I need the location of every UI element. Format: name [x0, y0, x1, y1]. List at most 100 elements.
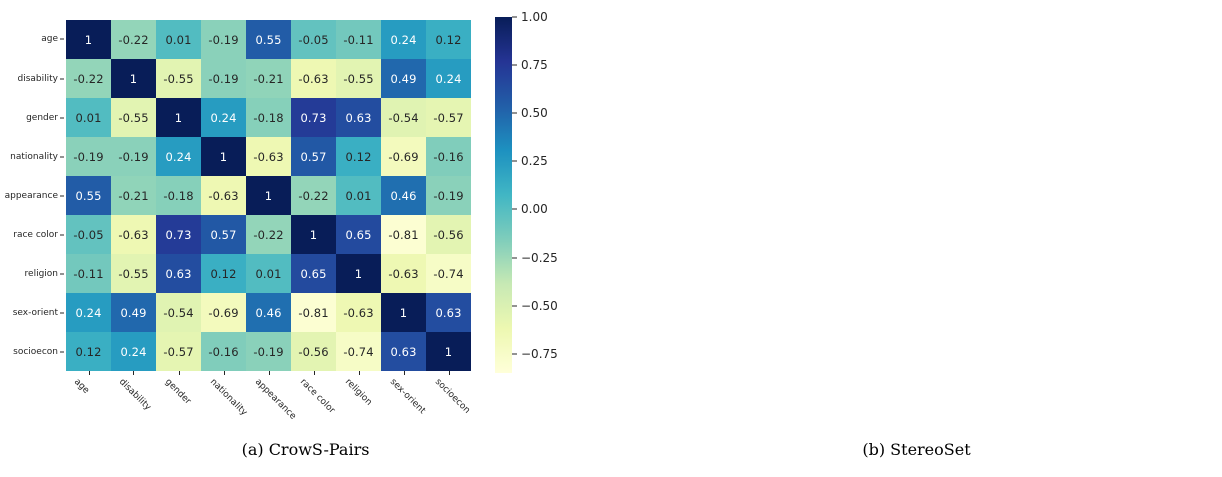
- heatmap-cell: 0.12: [336, 137, 381, 176]
- x-axis-tick: [403, 371, 405, 375]
- x-axis-tick-label: socioecon: [432, 377, 472, 416]
- heatmap-cell: -0.05: [291, 20, 336, 59]
- heatmap-cell: -0.16: [426, 137, 471, 176]
- heatmap-cell: -0.63: [381, 254, 426, 293]
- heatmap-cell: 0.24: [66, 293, 111, 332]
- colorbar-tick-label: −0.50: [521, 298, 558, 313]
- heatmap-cell: 0.49: [381, 59, 426, 98]
- heatmap-cell: 1: [291, 215, 336, 254]
- heatmap-cell: 1: [381, 293, 426, 332]
- y-axis-tick-label: disability: [17, 73, 59, 84]
- x-axis-tick-label: appearance: [252, 377, 298, 422]
- x-axis-tick-label: disability: [117, 377, 154, 413]
- x-axis-tick-label: sex-orient: [387, 377, 427, 417]
- y-axis-tick: [60, 312, 64, 313]
- colorbar-tick-label: −0.75: [521, 346, 558, 361]
- heatmap-cell: 1: [156, 98, 201, 137]
- y-axis-tick: [60, 117, 64, 118]
- colorbar-tick: [512, 305, 517, 307]
- heatmap-cell: -0.55: [111, 98, 156, 137]
- heatmap-cell: -0.63: [111, 215, 156, 254]
- heatmap-cell: -0.81: [291, 293, 336, 332]
- colorbar-tick: [512, 160, 517, 162]
- heatmap-cell: -0.18: [156, 176, 201, 215]
- heatmap-cell: -0.19: [201, 20, 246, 59]
- heatmap-cell: -0.19: [246, 332, 291, 371]
- heatmap-cell: 0.65: [336, 215, 381, 254]
- heatmap-cell: 0.65: [291, 254, 336, 293]
- heatmap-cell: -0.63: [246, 137, 291, 176]
- heatmap-cell: 0.12: [66, 332, 111, 371]
- heatmap-cell: 0.24: [111, 332, 156, 371]
- heatmap-cell: -0.81: [381, 215, 426, 254]
- colorbar-tick-label: 0.50: [521, 106, 548, 121]
- heatmap-cell: 0.57: [201, 215, 246, 254]
- heatmap-cell: 0.24: [381, 20, 426, 59]
- heatmap-cell: -0.56: [291, 332, 336, 371]
- heatmap-cell: 0.73: [291, 98, 336, 137]
- y-axis-tick-label: religion: [24, 268, 58, 279]
- colorbar-tick: [512, 257, 517, 259]
- y-axis-tick-label: gender: [26, 112, 58, 123]
- heatmap-cell: -0.21: [246, 59, 291, 98]
- x-axis-tick-label: nationality: [207, 377, 249, 418]
- heatmap-cell: 0.49: [111, 293, 156, 332]
- heatmap-cell: -0.11: [66, 254, 111, 293]
- colorbar-gradient: [495, 17, 512, 373]
- heatmap-cell: 0.01: [246, 254, 291, 293]
- heatmap-cell: 0.01: [66, 98, 111, 137]
- colorbar-tick: [512, 208, 517, 210]
- y-axis-labels-crows-pairs: age disability gender nationality appearance…: [0, 20, 64, 371]
- heatmap-cell: 0.57: [291, 137, 336, 176]
- heatmap-cell: 0.55: [246, 20, 291, 59]
- heatmap-cell: -0.21: [111, 176, 156, 215]
- heatmap-cell: -0.19: [426, 176, 471, 215]
- heatmap-cell: -0.18: [246, 98, 291, 137]
- x-axis-tick: [358, 371, 360, 375]
- heatmap-cell: 1: [201, 137, 246, 176]
- caption-stereoset: (b) StereoSet: [862, 440, 971, 459]
- caption-crows-pairs: (a) CrowS-Pairs: [241, 440, 370, 459]
- heatmap-cell: 0.12: [201, 254, 246, 293]
- heatmap-cell: -0.56: [426, 215, 471, 254]
- x-axis-tick-label: gender: [162, 377, 193, 407]
- x-axis-tick: [88, 371, 90, 375]
- y-axis-tick-label: nationality: [10, 151, 58, 162]
- heatmap-cell: -0.55: [156, 59, 201, 98]
- heatmap-cell: 0.24: [426, 59, 471, 98]
- x-axis-labels-crows-pairs: age disability gender nationality appearance…: [66, 371, 471, 431]
- heatmap-cell: 0.46: [246, 293, 291, 332]
- y-axis-tick-label: race color: [13, 229, 58, 240]
- heatmap-cell: -0.63: [291, 59, 336, 98]
- heatmap-cell: -0.63: [336, 293, 381, 332]
- heatmap-cell: -0.22: [246, 215, 291, 254]
- colorbar-tick-label: −0.25: [521, 250, 558, 265]
- heatmap-cell: -0.16: [201, 332, 246, 371]
- x-axis-tick-label: age: [72, 377, 92, 396]
- x-axis-tick: [178, 371, 180, 375]
- heatmap-cell: 0.73: [156, 215, 201, 254]
- panel-stereoset: 10.71-0.60.880.711-0.390.87-0.6-0.391-0.…: [611, 0, 1222, 477]
- colorbar-tick-label: 0.75: [521, 58, 548, 73]
- panel-crows-pairs: 1 -0.22 0.01 -0.19 0.55 -0.05 -0.11 0.24 0.12 -0.…: [0, 10, 558, 459]
- heatmap-cell: 1: [246, 176, 291, 215]
- y-axis-tick: [60, 78, 64, 79]
- heatmap-cell: -0.54: [156, 293, 201, 332]
- heatmap-cell: 0.63: [156, 254, 201, 293]
- x-axis-tick: [133, 371, 135, 375]
- heatmap-cell: 0.63: [336, 98, 381, 137]
- heatmap-cell: -0.22: [111, 20, 156, 59]
- heatmap-cell: -0.74: [426, 254, 471, 293]
- y-axis-tick: [60, 273, 64, 274]
- heatmap-cell: -0.22: [66, 59, 111, 98]
- heatmap-cell: 1: [111, 59, 156, 98]
- x-axis-tick: [448, 371, 450, 375]
- colorbar-tick-label: 0.00: [521, 202, 548, 217]
- heatmap-cell: -0.19: [66, 137, 111, 176]
- x-axis-tick-label: race color: [297, 377, 337, 416]
- heatmap-cell: 0.24: [201, 98, 246, 137]
- heatmap-cell: 0.24: [156, 137, 201, 176]
- colorbar-crows-pairs: 1.00 0.75 0.50 0.25 0.00 −0.25 −0.50 −0.75: [495, 10, 558, 373]
- x-axis-tick: [223, 371, 225, 375]
